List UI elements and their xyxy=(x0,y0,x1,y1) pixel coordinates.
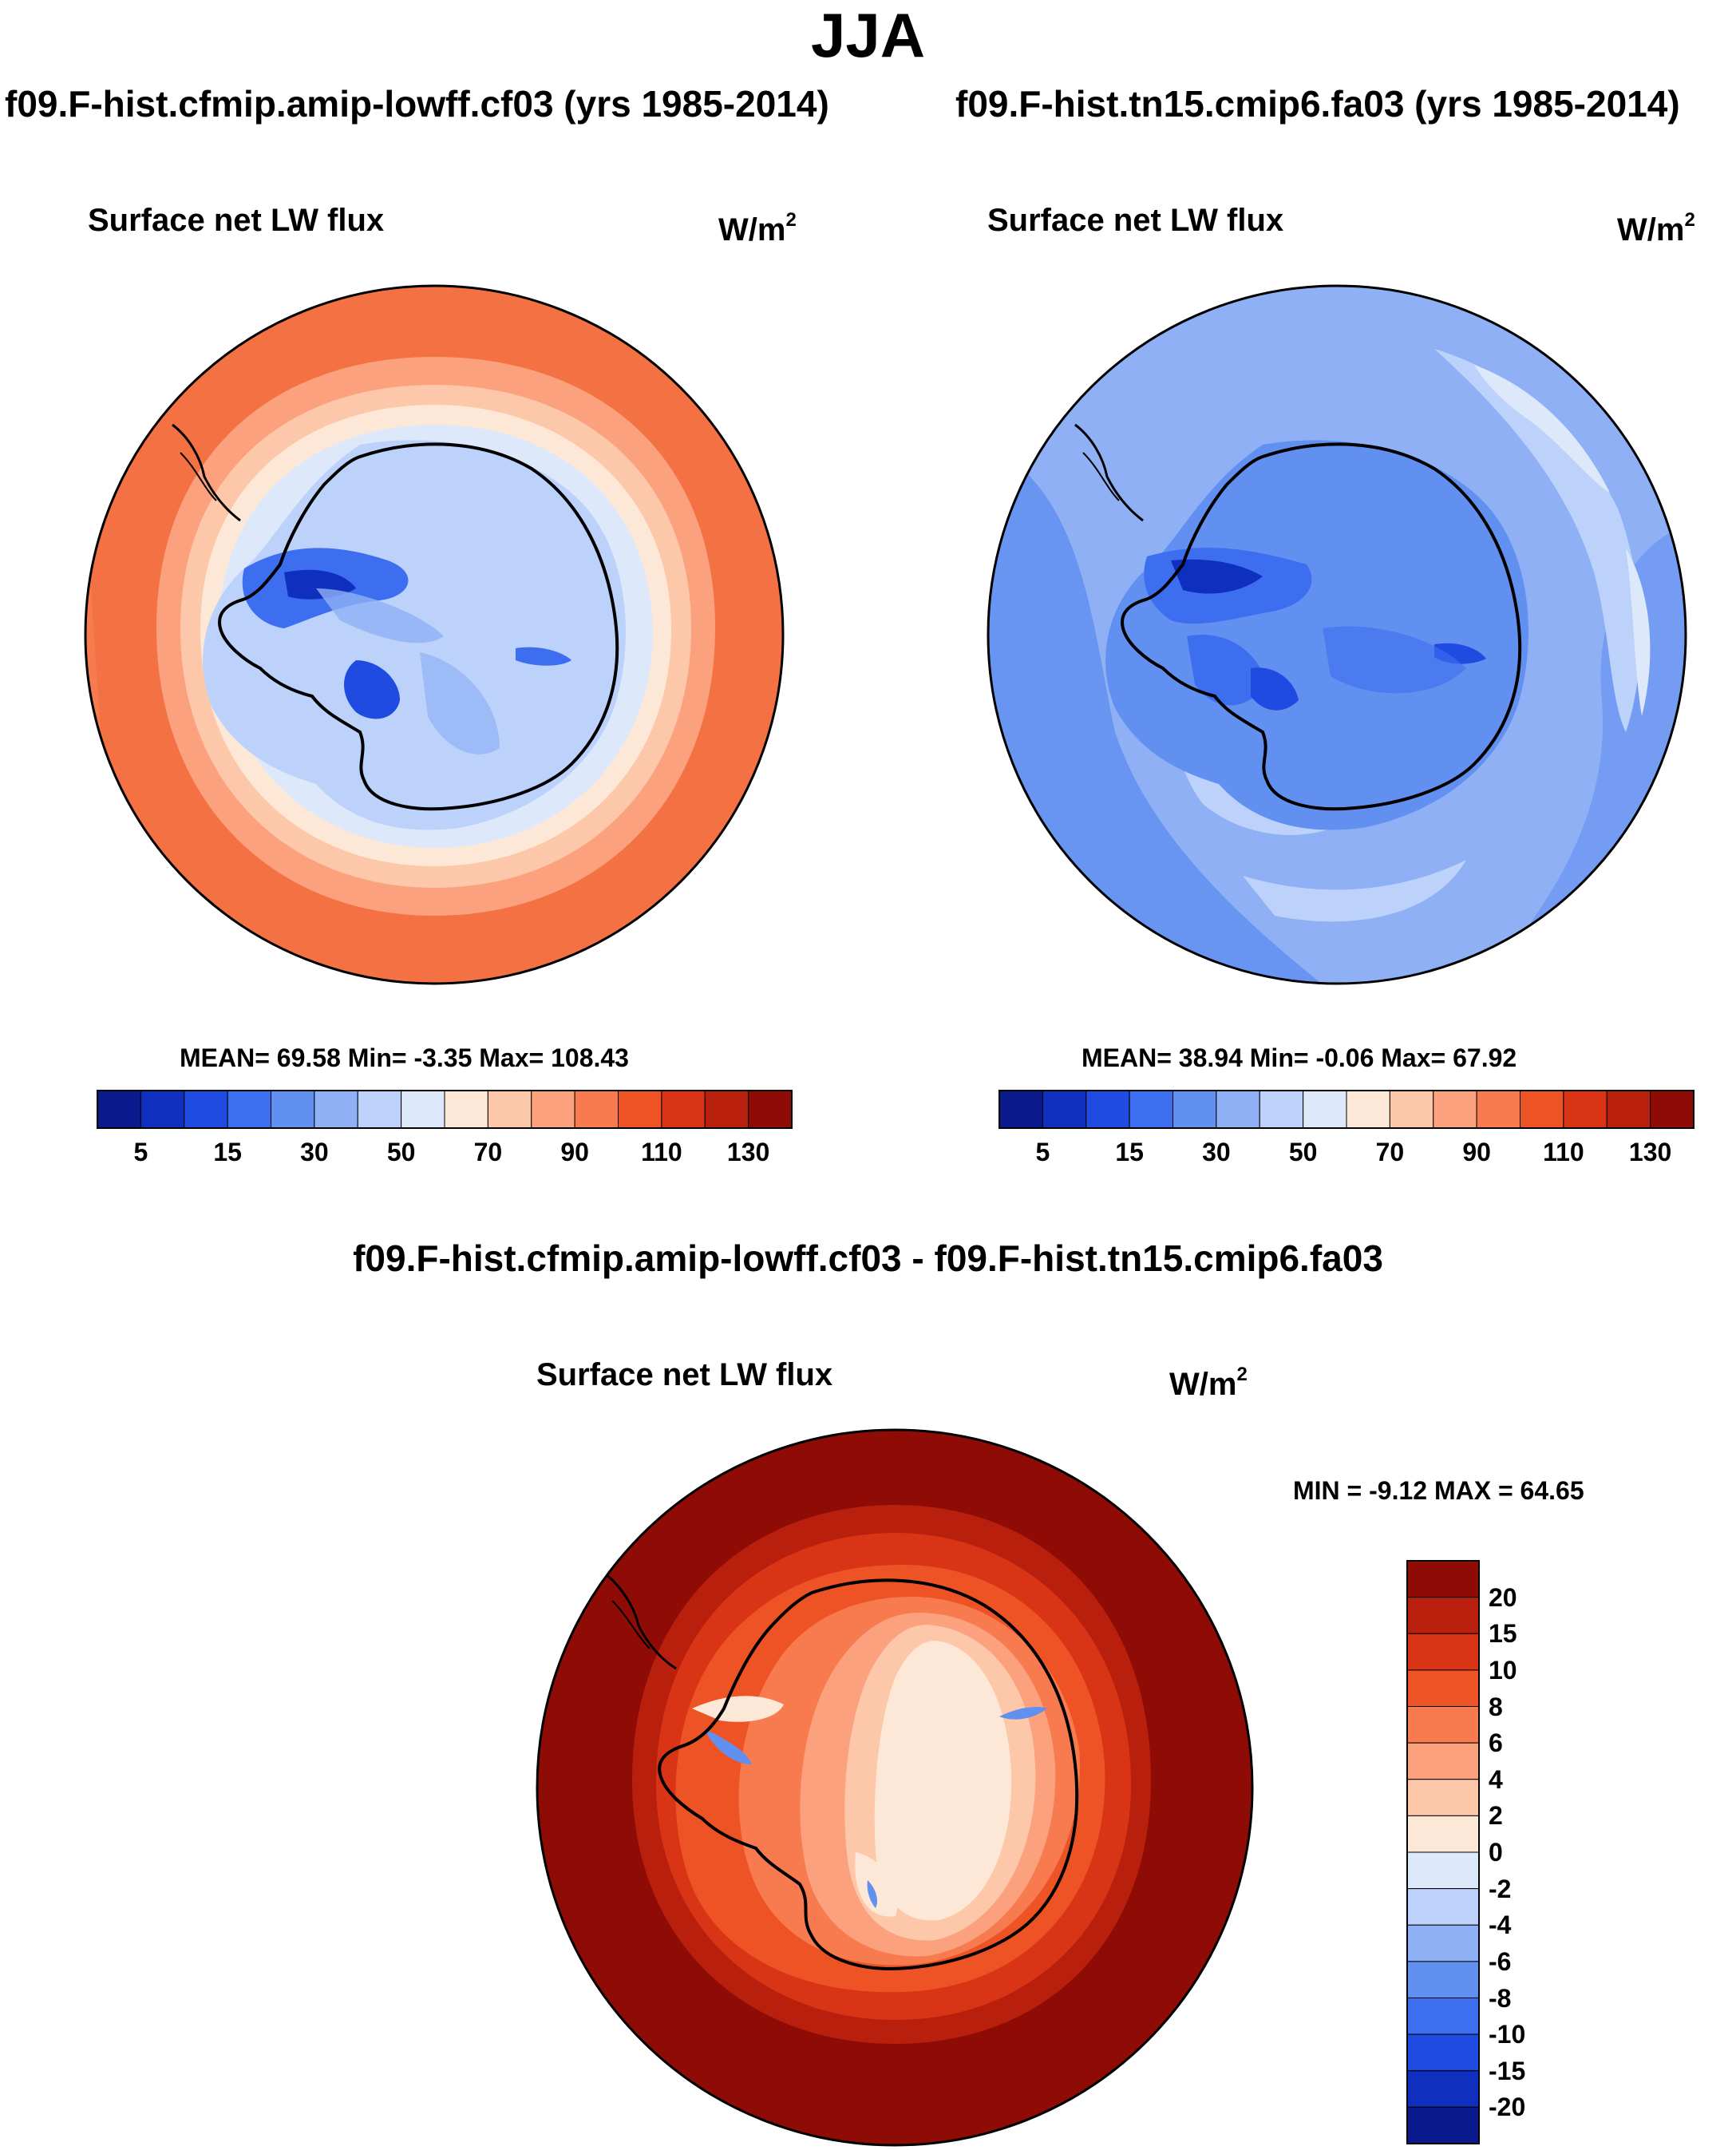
difference-stats: MIN = -9.12 MAX = 64.65 xyxy=(1293,1476,1584,1505)
difference-colorbar-swatch xyxy=(1406,1560,1480,1598)
colorbar-tick-label: 50 xyxy=(1288,1138,1318,1166)
colorbar-swatch xyxy=(1303,1090,1347,1129)
difference-colorbar-tick-label: -20 xyxy=(1489,2093,1526,2122)
colorbar-tick-label: 130 xyxy=(726,1138,770,1166)
colorbar-tick-label: 110 xyxy=(641,1138,682,1166)
panel1-units: W/m2 xyxy=(718,209,797,247)
difference-colorbar-swatch xyxy=(1406,1888,1480,1926)
panel2-variable-label: Surface net LW flux xyxy=(987,203,1284,238)
colorbar-swatch xyxy=(357,1090,402,1129)
difference-colorbar-tick-label: -6 xyxy=(1489,1946,1512,1976)
difference-colorbar-swatch xyxy=(1406,1961,1480,1998)
difference-colorbar-tick-label: 6 xyxy=(1489,1728,1503,1758)
panel1-polar-map xyxy=(84,284,785,985)
colorbar-swatch xyxy=(531,1090,575,1129)
colorbar-swatch xyxy=(487,1090,532,1129)
difference-colorbar-swatch xyxy=(1406,1851,1480,1890)
colorbar-swatch xyxy=(1606,1090,1651,1129)
colorbar-swatch xyxy=(97,1090,141,1129)
difference-colorbar-swatch xyxy=(1406,1597,1480,1634)
colorbar-swatch xyxy=(314,1090,358,1129)
colorbar-swatch xyxy=(227,1090,271,1129)
colorbar-swatch xyxy=(704,1090,749,1129)
figure-title: JJA xyxy=(810,0,926,70)
colorbar-tick-label: 5 xyxy=(1035,1138,1050,1166)
colorbar-swatch xyxy=(574,1090,619,1129)
colorbar-tick-label: 70 xyxy=(473,1138,503,1166)
panel2-stats: MEAN= 38.94 Min= -0.06 Max= 67.92 xyxy=(1082,1043,1517,1072)
difference-colorbar-tick-label: -4 xyxy=(1489,1910,1512,1940)
difference-colorbar-swatch xyxy=(1406,1779,1480,1816)
colorbar-tick-label: 30 xyxy=(300,1138,329,1166)
colorbar-swatch xyxy=(1042,1090,1087,1129)
panel1-colorbar xyxy=(97,1090,793,1129)
colorbar-swatch xyxy=(1650,1090,1694,1129)
colorbar-tick-label: 90 xyxy=(1462,1138,1491,1166)
colorbar-swatch xyxy=(184,1090,228,1129)
panel1-stats: MEAN= 69.58 Min= -3.35 Max= 108.43 xyxy=(180,1043,629,1072)
colorbar-swatch xyxy=(1085,1090,1130,1129)
difference-colorbar-tick-label: -15 xyxy=(1489,2056,1526,2085)
colorbar-swatch xyxy=(444,1090,488,1129)
difference-colorbar-swatch xyxy=(1406,1924,1480,1962)
panel1-case-title: f09.F-hist.cfmip.amip-lowff.cf03 (yrs 19… xyxy=(5,83,829,125)
difference-colorbar-swatch xyxy=(1406,2106,1480,2144)
difference-colorbar-swatch xyxy=(1406,1742,1480,1780)
panel2-colorbar xyxy=(998,1090,1694,1129)
colorbar-swatch xyxy=(1259,1090,1304,1129)
panel2-units: W/m2 xyxy=(1617,209,1695,247)
colorbar-tick-label: 15 xyxy=(1115,1138,1144,1166)
difference-units: W/m2 xyxy=(1169,1364,1248,1402)
difference-polar-map xyxy=(536,1428,1254,2147)
colorbar-swatch xyxy=(401,1090,445,1129)
colorbar-tick-label: 110 xyxy=(1543,1138,1584,1166)
colorbar-swatch xyxy=(1172,1090,1217,1129)
panel2-polar-map xyxy=(987,284,1687,985)
colorbar-swatch xyxy=(140,1090,185,1129)
difference-colorbar-tick-label: 8 xyxy=(1489,1692,1503,1721)
difference-colorbar-tick-label: 2 xyxy=(1489,1801,1503,1831)
colorbar-swatch xyxy=(1216,1090,1260,1129)
colorbar-swatch xyxy=(1346,1090,1390,1129)
colorbar-tick-label: 30 xyxy=(1202,1138,1231,1166)
colorbar-swatch xyxy=(1563,1090,1607,1129)
colorbar-swatch xyxy=(271,1090,315,1129)
colorbar-swatch xyxy=(748,1090,793,1129)
difference-colorbar-tick-label: -10 xyxy=(1489,2020,1526,2049)
difference-colorbar-swatch xyxy=(1406,1706,1480,1744)
colorbar-tick-label: 90 xyxy=(560,1138,589,1166)
difference-colorbar-swatch xyxy=(1406,1998,1480,2035)
difference-colorbar-swatch xyxy=(1406,1633,1480,1671)
difference-colorbar-tick-label: 10 xyxy=(1489,1655,1517,1685)
difference-colorbar-swatch xyxy=(1406,2033,1480,2072)
difference-colorbar-tick-label: -2 xyxy=(1489,1874,1512,1903)
difference-colorbar xyxy=(1406,1560,1480,2144)
difference-colorbar-tick-label: 15 xyxy=(1489,1619,1517,1649)
colorbar-tick-label: 70 xyxy=(1375,1138,1405,1166)
colorbar-swatch xyxy=(998,1090,1043,1129)
colorbar-tick-label: 15 xyxy=(213,1138,242,1166)
difference-variable-label: Surface net LW flux xyxy=(536,1357,833,1392)
difference-title: f09.F-hist.cfmip.amip-lowff.cf03 - f09.F… xyxy=(353,1237,1383,1279)
colorbar-tick-label: 5 xyxy=(133,1138,148,1166)
colorbar-tick-label: 130 xyxy=(1628,1138,1672,1166)
difference-colorbar-tick-label: 0 xyxy=(1489,1838,1503,1867)
difference-colorbar-swatch xyxy=(1406,1815,1480,1853)
colorbar-swatch xyxy=(618,1090,662,1129)
colorbar-swatch xyxy=(661,1090,706,1129)
colorbar-swatch xyxy=(1476,1090,1520,1129)
colorbar-swatch xyxy=(1389,1090,1434,1129)
difference-colorbar-tick-label: 20 xyxy=(1489,1582,1517,1612)
difference-colorbar-swatch xyxy=(1406,2070,1480,2108)
panel2-case-title: f09.F-hist.tn15.cmip6.fa03 (yrs 1985-201… xyxy=(955,83,1680,125)
colorbar-swatch xyxy=(1520,1090,1564,1129)
difference-colorbar-tick-label: 4 xyxy=(1489,1764,1503,1794)
difference-colorbar-swatch xyxy=(1406,1669,1480,1707)
colorbar-swatch xyxy=(1433,1090,1477,1129)
panel1-variable-label: Surface net LW flux xyxy=(88,203,385,238)
colorbar-swatch xyxy=(1129,1090,1173,1129)
difference-colorbar-tick-label: -8 xyxy=(1489,1983,1512,2013)
colorbar-tick-label: 50 xyxy=(386,1138,416,1166)
